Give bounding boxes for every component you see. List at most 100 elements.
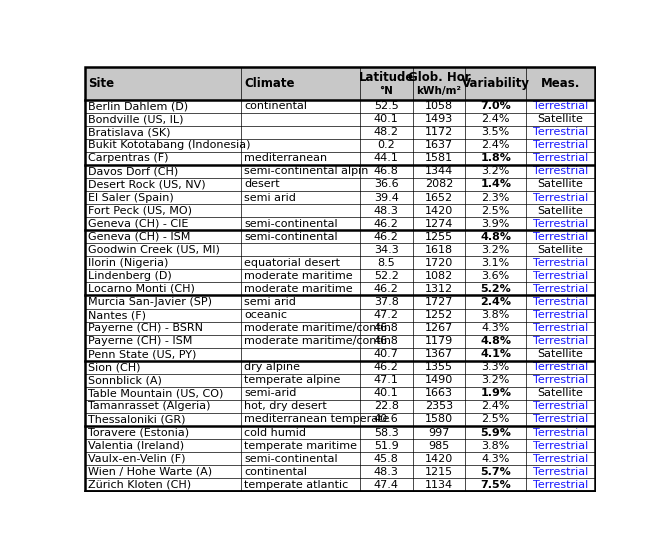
Text: 37.8: 37.8 (374, 297, 399, 307)
Text: Bondville (US, IL): Bondville (US, IL) (89, 114, 184, 124)
Text: Carpentras (F): Carpentras (F) (89, 153, 169, 163)
Text: 40.1: 40.1 (374, 388, 399, 398)
Text: 7.5%: 7.5% (481, 480, 511, 490)
Text: Thessaloniki (GR): Thessaloniki (GR) (89, 415, 186, 425)
Text: Geneva (CH) - ISM: Geneva (CH) - ISM (89, 232, 191, 242)
Text: Penn State (US, PY): Penn State (US, PY) (89, 349, 197, 359)
Text: semi arid: semi arid (244, 297, 296, 307)
Text: 46.2: 46.2 (374, 362, 399, 372)
Text: Locarno Monti (CH): Locarno Monti (CH) (89, 284, 195, 294)
Text: semi-continental: semi-continental (244, 232, 338, 242)
Text: 22.8: 22.8 (374, 401, 399, 411)
Text: 4.3%: 4.3% (481, 323, 510, 333)
Text: moderate maritime: moderate maritime (244, 284, 353, 294)
Text: 1367: 1367 (425, 349, 453, 359)
Text: 3.2%: 3.2% (481, 375, 510, 385)
Text: 1580: 1580 (425, 415, 453, 425)
Text: Terrestrial: Terrestrial (533, 101, 588, 111)
Text: Valentia (Ireland): Valentia (Ireland) (89, 441, 185, 451)
Text: 44.1: 44.1 (374, 153, 399, 163)
Text: Nantes (F): Nantes (F) (89, 310, 146, 320)
Text: 1274: 1274 (425, 218, 453, 228)
Text: 46.2: 46.2 (374, 284, 399, 294)
Text: Berlin Dahlem (D): Berlin Dahlem (D) (89, 101, 189, 111)
Text: desert: desert (244, 180, 280, 190)
Text: 46.2: 46.2 (374, 232, 399, 242)
Text: Desert Rock (US, NV): Desert Rock (US, NV) (89, 180, 206, 190)
Text: oceanic: oceanic (244, 310, 287, 320)
Text: Sion (CH): Sion (CH) (89, 362, 141, 372)
Text: continental: continental (244, 101, 307, 111)
Text: 46.8: 46.8 (374, 336, 399, 346)
Text: 1720: 1720 (425, 258, 453, 268)
Text: continental: continental (244, 467, 307, 477)
Text: 4.8%: 4.8% (481, 232, 511, 242)
Text: 5.7%: 5.7% (481, 467, 511, 477)
Text: 5.2%: 5.2% (481, 284, 511, 294)
Text: equatorial desert: equatorial desert (244, 258, 340, 268)
Text: 1267: 1267 (425, 323, 453, 333)
Text: Terrestrial: Terrestrial (533, 323, 588, 333)
Text: semi-continental: semi-continental (244, 218, 338, 228)
Text: 1618: 1618 (425, 245, 453, 255)
Text: 1355: 1355 (425, 362, 453, 372)
Text: 52.5: 52.5 (374, 101, 399, 111)
Text: kWh/m²: kWh/m² (416, 86, 461, 96)
Text: Site: Site (89, 77, 115, 90)
Text: Fort Peck (US, MO): Fort Peck (US, MO) (89, 206, 193, 216)
Text: temperate maritime: temperate maritime (244, 441, 357, 451)
Text: Climate: Climate (244, 77, 295, 90)
Text: Zürich Kloten (CH): Zürich Kloten (CH) (89, 480, 191, 490)
Text: Meas.: Meas. (541, 77, 580, 90)
Text: Terrestrial: Terrestrial (533, 480, 588, 490)
Text: Lindenberg (D): Lindenberg (D) (89, 271, 172, 281)
Text: 4.1%: 4.1% (481, 349, 511, 359)
Text: 985: 985 (428, 441, 449, 451)
Text: 1344: 1344 (425, 166, 453, 176)
Text: Sonnblick (A): Sonnblick (A) (89, 375, 162, 385)
Text: Terrestrial: Terrestrial (533, 427, 588, 437)
Text: semi-continental: semi-continental (244, 453, 338, 463)
Text: 1252: 1252 (425, 310, 453, 320)
Text: Terrestrial: Terrestrial (533, 127, 588, 137)
Text: 1082: 1082 (425, 271, 453, 281)
Text: semi arid: semi arid (244, 192, 296, 202)
Text: 3.8%: 3.8% (481, 441, 510, 451)
Text: 997: 997 (428, 427, 449, 437)
Text: 47.2: 47.2 (374, 310, 399, 320)
Text: 46.8: 46.8 (374, 323, 399, 333)
Text: Satellite: Satellite (538, 114, 583, 124)
Text: cold humid: cold humid (244, 427, 306, 437)
Bar (85, 67, 594, 100)
Text: Variability: Variability (462, 77, 530, 90)
Text: °N: °N (379, 86, 393, 96)
Text: Bratislava (SK): Bratislava (SK) (89, 127, 171, 137)
Text: 1420: 1420 (425, 453, 453, 463)
Text: Goodwin Creek (US, MI): Goodwin Creek (US, MI) (89, 245, 220, 255)
Text: 1.8%: 1.8% (481, 153, 511, 163)
Text: 5.9%: 5.9% (481, 427, 511, 437)
Text: Satellite: Satellite (538, 349, 583, 359)
Text: 3.5%: 3.5% (482, 127, 510, 137)
Text: Vaulx-en-Velin (F): Vaulx-en-Velin (F) (89, 453, 186, 463)
Text: 1179: 1179 (425, 336, 453, 346)
Text: Davos Dorf (CH): Davos Dorf (CH) (89, 166, 179, 176)
Text: 3.2%: 3.2% (481, 166, 510, 176)
Text: Table Mountain (US, CO): Table Mountain (US, CO) (89, 388, 224, 398)
Text: 2.4%: 2.4% (481, 401, 510, 411)
Text: 1215: 1215 (425, 467, 453, 477)
Text: 2.4%: 2.4% (481, 114, 510, 124)
Text: 1312: 1312 (425, 284, 453, 294)
Text: 48.2: 48.2 (374, 127, 399, 137)
Text: 1663: 1663 (425, 388, 453, 398)
Text: Latitude: Latitude (359, 71, 414, 85)
Text: Terrestrial: Terrestrial (533, 284, 588, 294)
Text: temperate atlantic: temperate atlantic (244, 480, 348, 490)
Text: Glob. Hor: Glob. Hor (408, 71, 470, 85)
Text: Terrestrial: Terrestrial (533, 441, 588, 451)
Text: 1490: 1490 (425, 375, 453, 385)
Text: Terrestrial: Terrestrial (533, 310, 588, 320)
Text: 46.8: 46.8 (374, 166, 399, 176)
Text: Wien / Hohe Warte (A): Wien / Hohe Warte (A) (89, 467, 213, 477)
Text: Terrestrial: Terrestrial (533, 336, 588, 346)
